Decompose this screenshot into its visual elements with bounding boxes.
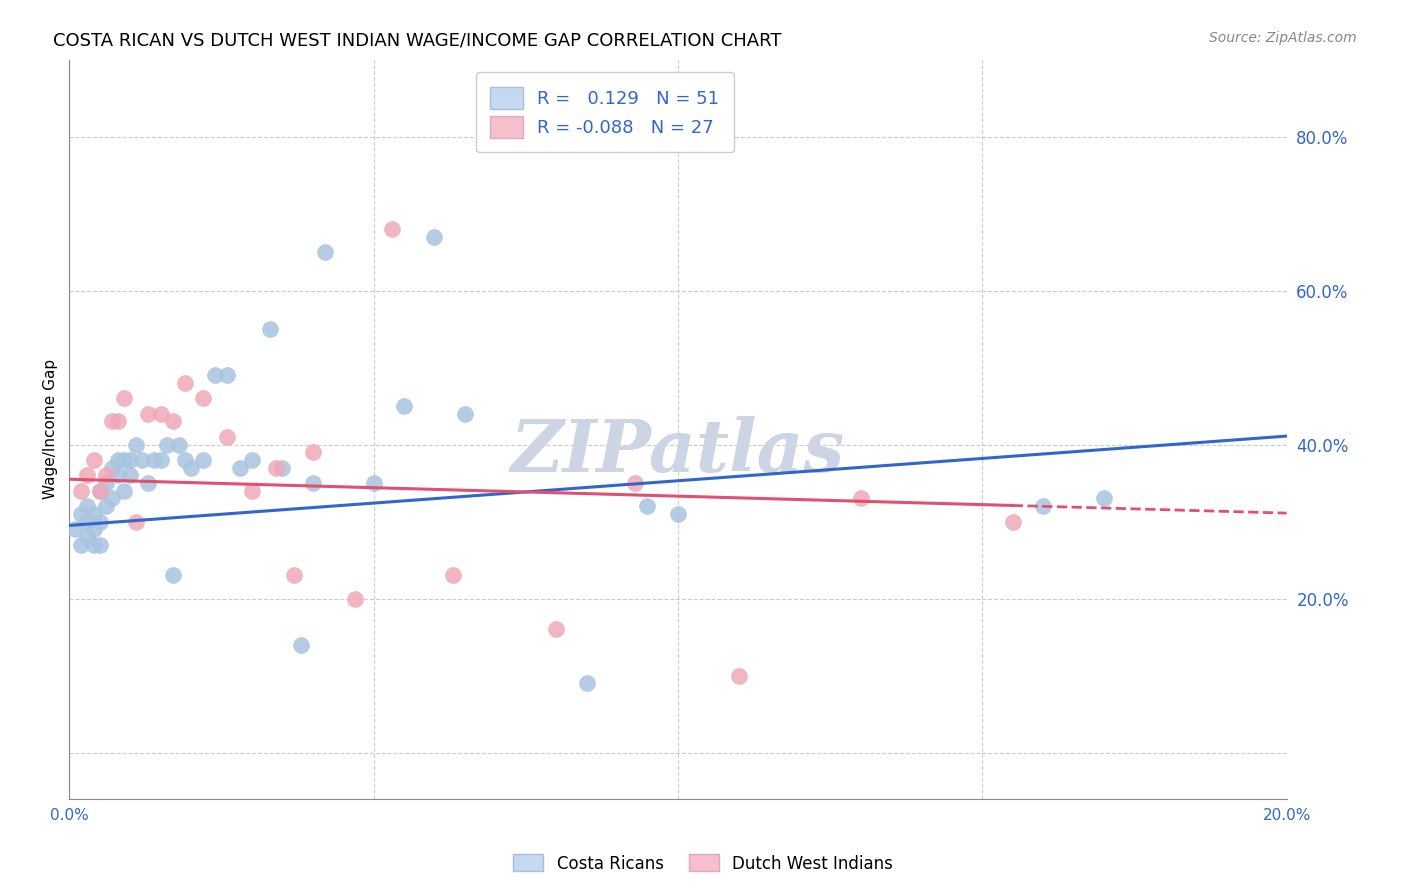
Point <box>94 476 117 491</box>
Point <box>392 399 415 413</box>
Point <box>290 638 312 652</box>
Point <box>107 468 129 483</box>
Point <box>180 460 202 475</box>
Point <box>76 468 98 483</box>
Point <box>191 453 214 467</box>
Point <box>112 392 135 406</box>
Point <box>125 437 148 451</box>
Point <box>167 437 190 451</box>
Point <box>70 507 93 521</box>
Point <box>112 453 135 467</box>
Point <box>217 368 239 383</box>
Point <box>363 476 385 491</box>
Point <box>575 676 598 690</box>
Point <box>240 453 263 467</box>
Point <box>94 468 117 483</box>
Point <box>101 491 124 506</box>
Point <box>138 407 160 421</box>
Point <box>301 445 323 459</box>
Point <box>259 322 281 336</box>
Point <box>156 437 179 451</box>
Point <box>94 499 117 513</box>
Point <box>162 568 184 582</box>
Point <box>1092 491 1115 506</box>
Point <box>624 476 647 491</box>
Point <box>204 368 226 383</box>
Point <box>849 491 872 506</box>
Point <box>1032 499 1054 513</box>
Point <box>264 460 287 475</box>
Point <box>191 392 214 406</box>
Point <box>149 453 172 467</box>
Text: COSTA RICAN VS DUTCH WEST INDIAN WAGE/INCOME GAP CORRELATION CHART: COSTA RICAN VS DUTCH WEST INDIAN WAGE/IN… <box>53 31 782 49</box>
Point <box>83 453 105 467</box>
Point <box>83 522 105 536</box>
Point <box>173 376 195 390</box>
Point <box>301 476 323 491</box>
Point <box>162 415 184 429</box>
Point <box>344 591 367 606</box>
Point <box>89 538 111 552</box>
Point <box>727 668 749 682</box>
Legend: Costa Ricans, Dutch West Indians: Costa Ricans, Dutch West Indians <box>506 847 900 880</box>
Point <box>454 407 477 421</box>
Point <box>546 623 568 637</box>
Point <box>107 415 129 429</box>
Point <box>637 499 659 513</box>
Point <box>65 522 87 536</box>
Point <box>138 476 160 491</box>
Point <box>76 499 98 513</box>
Point <box>89 515 111 529</box>
Point <box>76 530 98 544</box>
Point <box>143 453 166 467</box>
Point <box>120 468 142 483</box>
Text: Source: ZipAtlas.com: Source: ZipAtlas.com <box>1209 31 1357 45</box>
Point <box>283 568 305 582</box>
Point <box>125 515 148 529</box>
Point <box>1001 515 1024 529</box>
Point <box>107 453 129 467</box>
Point <box>240 483 263 498</box>
Point <box>89 483 111 498</box>
Point <box>441 568 464 582</box>
Point <box>70 483 93 498</box>
Point <box>173 453 195 467</box>
Point <box>70 538 93 552</box>
Point <box>89 483 111 498</box>
Point <box>101 415 124 429</box>
Point <box>131 453 153 467</box>
Point <box>149 407 172 421</box>
Point <box>83 538 105 552</box>
Point <box>112 483 135 498</box>
Point <box>423 229 446 244</box>
Point <box>314 245 336 260</box>
Point <box>217 430 239 444</box>
Point <box>120 453 142 467</box>
Y-axis label: Wage/Income Gap: Wage/Income Gap <box>44 359 58 500</box>
Point <box>76 515 98 529</box>
Point <box>101 460 124 475</box>
Point <box>83 507 105 521</box>
Point <box>228 460 250 475</box>
Point <box>381 222 404 236</box>
Point <box>666 507 689 521</box>
Text: ZIPatlas: ZIPatlas <box>510 416 845 487</box>
Point <box>271 460 294 475</box>
Legend: R =   0.129   N = 51, R = -0.088   N = 27: R = 0.129 N = 51, R = -0.088 N = 27 <box>477 72 734 153</box>
